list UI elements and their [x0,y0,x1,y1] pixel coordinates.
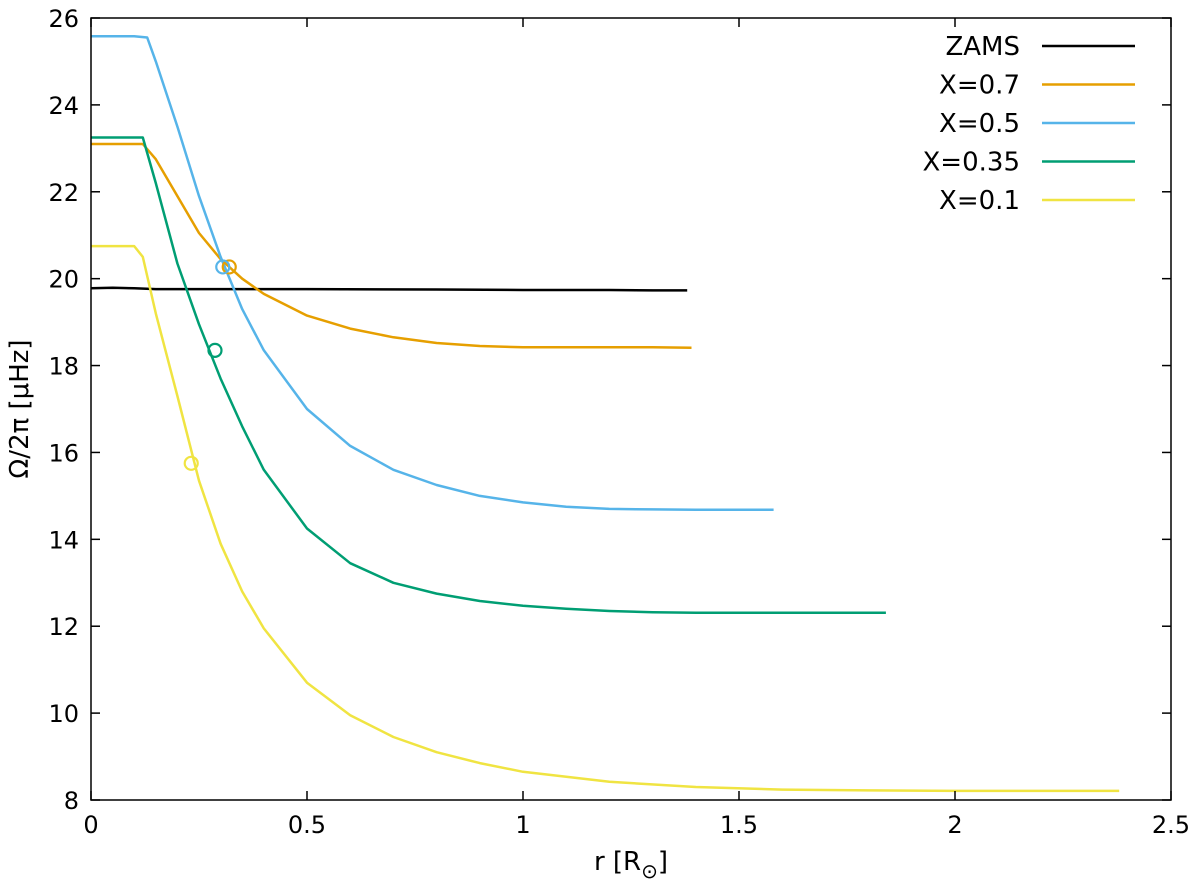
y-tick-label: 22 [48,179,79,207]
x-tick-label: 1 [515,811,530,839]
series-marker-2 [215,259,231,275]
x-tick-label: 0 [83,811,98,839]
x-axis-title-suffix: ] [658,847,668,877]
series-marker-4 [183,455,199,471]
legend-label-1: X=0.7 [939,71,1020,101]
y-tick-label: 16 [48,439,79,467]
series-line-0 [90,286,688,292]
series-line-1 [91,142,692,349]
legend-label-3: X=0.35 [923,148,1021,178]
series-line-4 [91,244,1120,793]
x-axis-ticks: 0 0.5 1 1.5 2 2.5 [83,18,1190,839]
legend-label-4: X=0.1 [939,186,1020,216]
y-tick-label: 8 [64,787,79,815]
series-line-2 [91,34,774,512]
x-tick-label: 2 [947,811,962,839]
x-axis-title-main: r [R [594,847,641,877]
legend-label-2: X=0.5 [939,109,1020,139]
legend-label-0: ZAMS [945,32,1020,62]
x-tick-label: 2.5 [1152,811,1190,839]
series-line-3 [91,136,886,615]
y-tick-label: 26 [48,5,79,33]
x-tick-label: 0.5 [288,811,326,839]
y-tick-label: 12 [48,613,79,641]
series-layer [90,34,1120,793]
x-axis-title: r [R⊙] [594,847,668,883]
y-tick-label: 24 [48,92,79,120]
y-axis-ticks: 8 10 12 14 16 18 20 22 24 26 [48,5,1171,815]
x-axis-title-subscript: ⊙ [641,859,658,883]
plot-area-frame [90,17,1172,801]
marker-layer [183,259,237,471]
x-tick-label: 1.5 [720,811,758,839]
y-axis-title: Ω/2π [μHz] [5,339,35,478]
y-tick-label: 14 [48,526,79,554]
series-marker-1 [221,259,237,275]
y-tick-label: 20 [48,266,79,294]
y-tick-label: 10 [48,700,79,728]
y-tick-label: 18 [48,353,79,381]
legend: ZAMS X=0.7 X=0.5 X=0.35 X=0.1 [923,32,1135,216]
series-marker-3 [207,342,223,358]
